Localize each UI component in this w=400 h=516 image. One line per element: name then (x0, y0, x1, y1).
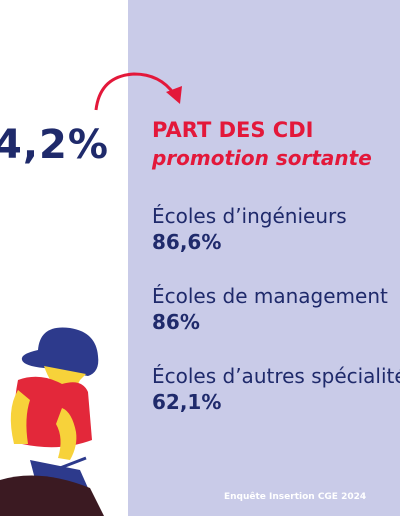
student-illustration (0, 327, 104, 516)
headline-percentage: 4,2% (0, 122, 109, 168)
curved-arrow-icon (94, 72, 182, 111)
source-footer: Enquête Insertion CGE 2024 (224, 492, 367, 502)
item-value-engineering: 86,6% (152, 230, 222, 254)
item-label-engineering: Écoles d’ingénieurs (152, 204, 347, 228)
item-label-management: Écoles de management (152, 284, 388, 308)
section-subtitle: promotion sortante (152, 146, 372, 170)
section-title: PART DES CDI (152, 118, 314, 142)
item-label-other: Écoles d’autres spécialités (152, 364, 400, 388)
item-value-management: 86% (152, 310, 200, 334)
item-value-other: 62,1% (152, 390, 222, 414)
right-panel (128, 0, 400, 516)
